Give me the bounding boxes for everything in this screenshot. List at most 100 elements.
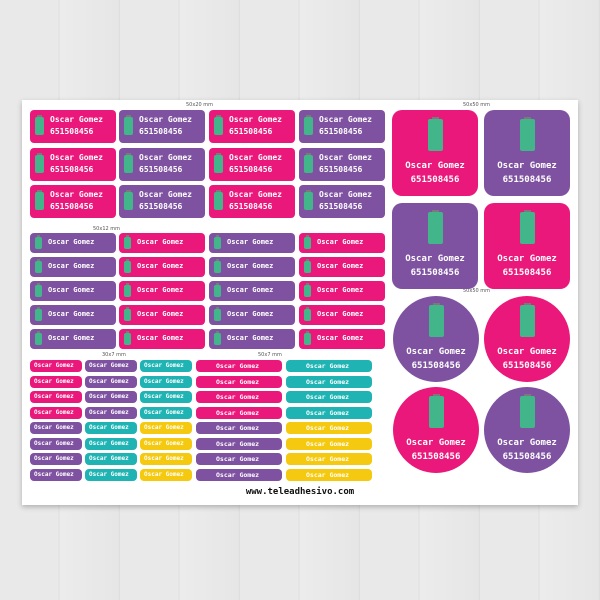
label-name: Oscar Gomez [306,471,350,479]
label-name: Oscar Gomez [319,115,372,124]
label-30x7: Oscar Gomez [140,469,192,481]
robot-icon [520,117,535,151]
robot-icon [520,210,535,244]
label-name: Oscar Gomez [48,262,95,270]
label-name: Oscar Gomez [137,310,184,318]
label-30x7: Oscar Gomez [85,407,137,419]
label-name: Oscar Gomez [227,262,274,270]
label-30x7: Oscar Gomez [85,376,137,388]
size-caption-50x12: 50x12 mm [93,226,121,232]
label-name: Oscar Gomez [319,190,372,199]
label-name: Oscar Gomez [48,334,95,342]
label-30x7: Oscar Gomez [30,360,82,372]
label-phone: 651508456 [502,268,552,278]
robot-icon [304,235,311,249]
label-name: Oscar Gomez [229,115,282,124]
label-name: Oscar Gomez [497,347,557,357]
label-phone: 651508456 [229,127,273,136]
label-name: Oscar Gomez [139,153,192,162]
label-50x20: Oscar Gomez 651508456 [30,110,116,143]
label-50x20: Oscar Gomez 651508456 [119,110,205,143]
label-30x7: Oscar Gomez [140,376,192,388]
label-phone: 651508456 [502,452,552,462]
label-30x7: Oscar Gomez [140,453,192,465]
label-name: Oscar Gomez [48,238,95,246]
label-30x7: Oscar Gomez [140,438,192,450]
label-name: Oscar Gomez [319,153,372,162]
label-50x12: Oscar Gomez [30,329,116,349]
label-30x7: Oscar Gomez [140,407,192,419]
label-50x20: Oscar Gomez 651508456 [209,185,295,218]
label-name: Oscar Gomez [227,286,274,294]
label-phone: 651508456 [139,127,183,136]
robot-icon [429,303,444,337]
robot-icon [214,259,221,273]
robot-icon [35,259,42,273]
label-50x50-round: Oscar Gomez 651508456 [484,387,570,473]
label-name: Oscar Gomez [144,378,184,385]
label-name: Oscar Gomez [144,455,184,462]
robot-icon [214,153,223,173]
label-name: Oscar Gomez [89,455,129,462]
label-30x7: Oscar Gomez [85,422,137,434]
label-50x20: Oscar Gomez 651508456 [299,110,385,143]
label-name: Oscar Gomez [89,409,129,416]
label-50x7: Oscar Gomez [286,453,372,465]
label-name: Oscar Gomez [48,286,95,294]
robot-icon [304,331,311,345]
label-name: Oscar Gomez [216,455,260,463]
label-name: Oscar Gomez [227,310,274,318]
label-30x7: Oscar Gomez [140,422,192,434]
label-name: Oscar Gomez [497,161,557,171]
label-name: Oscar Gomez [306,409,350,417]
label-50x20: Oscar Gomez 651508456 [119,185,205,218]
label-50x12: Oscar Gomez [209,329,295,349]
label-50x12: Oscar Gomez [119,305,205,325]
label-phone: 651508456 [319,165,363,174]
robot-icon [520,303,535,337]
label-50x7: Oscar Gomez [286,391,372,403]
label-name: Oscar Gomez [317,310,364,318]
label-50x7: Oscar Gomez [196,391,282,403]
label-50x12: Oscar Gomez [30,305,116,325]
robot-icon [304,115,313,135]
label-name: Oscar Gomez [34,362,74,369]
robot-icon [428,117,443,151]
size-caption-50x50-round: 50x50 mm [463,288,491,294]
label-30x7: Oscar Gomez [30,407,82,419]
robot-icon [304,259,311,273]
label-50x20: Oscar Gomez 651508456 [30,185,116,218]
label-name: Oscar Gomez [317,334,364,342]
robot-icon [124,153,133,173]
label-50x20: Oscar Gomez 651508456 [119,148,205,181]
label-50x7: Oscar Gomez [286,469,372,481]
label-50x7: Oscar Gomez [196,376,282,388]
size-caption-50x20: 50x20 mm [186,102,214,108]
robot-icon [124,259,131,273]
label-name: Oscar Gomez [89,424,129,431]
label-phone: 651508456 [50,127,94,136]
label-50x7: Oscar Gomez [286,422,372,434]
label-name: Oscar Gomez [306,378,350,386]
label-50x12: Oscar Gomez [119,257,205,277]
label-phone: 651508456 [502,361,552,371]
label-phone: 651508456 [229,165,273,174]
size-caption-50x50-square: 50x50 mm [463,102,491,108]
label-30x7: Oscar Gomez [140,360,192,372]
robot-icon [304,307,311,321]
robot-icon [520,394,535,428]
label-30x7: Oscar Gomez [85,469,137,481]
label-name: Oscar Gomez [34,471,74,478]
label-name: Oscar Gomez [227,334,274,342]
robot-icon [304,283,311,297]
label-name: Oscar Gomez [89,393,129,400]
label-50x12: Oscar Gomez [209,233,295,253]
label-name: Oscar Gomez [216,440,260,448]
label-name: Oscar Gomez [89,378,129,385]
label-name: Oscar Gomez [317,286,364,294]
label-30x7: Oscar Gomez [85,438,137,450]
label-50x50-square: Oscar Gomez 651508456 [484,110,570,196]
label-50x20: Oscar Gomez 651508456 [299,185,385,218]
label-name: Oscar Gomez [306,393,350,401]
label-30x7: Oscar Gomez [30,438,82,450]
